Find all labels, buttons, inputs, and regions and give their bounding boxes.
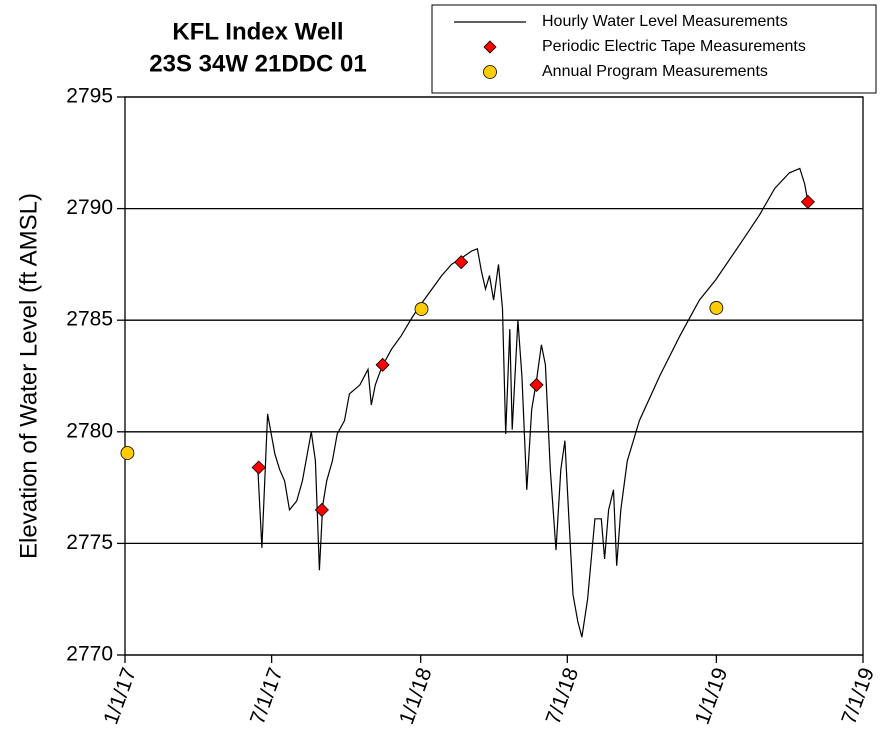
legend-label: Periodic Electric Tape Measurements — [542, 38, 806, 55]
x-tick-label: 7/1/18 — [542, 665, 584, 728]
chart-subtitle: 23S 34W 21DDC 01 — [149, 50, 366, 77]
x-tick-label: 1/1/18 — [395, 665, 437, 728]
tape-marker — [314, 502, 329, 517]
tape-marker — [454, 255, 469, 270]
legend-diamond — [483, 40, 497, 54]
x-tick-label: 1/1/19 — [691, 665, 733, 728]
tape-marker — [251, 460, 266, 475]
x-tick-label: 1/1/17 — [99, 665, 141, 728]
tape-marker — [375, 357, 390, 372]
water-level-line — [257, 167, 809, 638]
y-tick-label: 2790 — [66, 196, 113, 219]
y-tick-label: 2770 — [66, 643, 113, 666]
tape-marker — [529, 377, 544, 392]
annual-marker — [709, 301, 724, 315]
annual-marker — [414, 302, 429, 316]
tape-marker — [800, 194, 815, 209]
y-tick-label: 2785 — [66, 308, 113, 331]
legend-label: Annual Program Measurements — [542, 63, 768, 80]
x-tick-label: 7/1/19 — [837, 665, 879, 728]
legend-box — [431, 4, 877, 94]
y-tick-label: 2780 — [66, 419, 113, 442]
y-tick-label: 2775 — [66, 531, 113, 554]
y-axis-label: Elevation of Water Level (ft AMSL) — [15, 193, 42, 559]
x-tick-label: 7/1/17 — [246, 665, 288, 728]
y-tick-label: 2795 — [66, 85, 113, 108]
plot-frame — [124, 96, 864, 656]
legend-label: Hourly Water Level Measurements — [542, 13, 788, 30]
legend-circle — [483, 65, 497, 79]
chart-title: KFL Index Well — [172, 18, 343, 45]
annual-marker — [120, 446, 135, 460]
